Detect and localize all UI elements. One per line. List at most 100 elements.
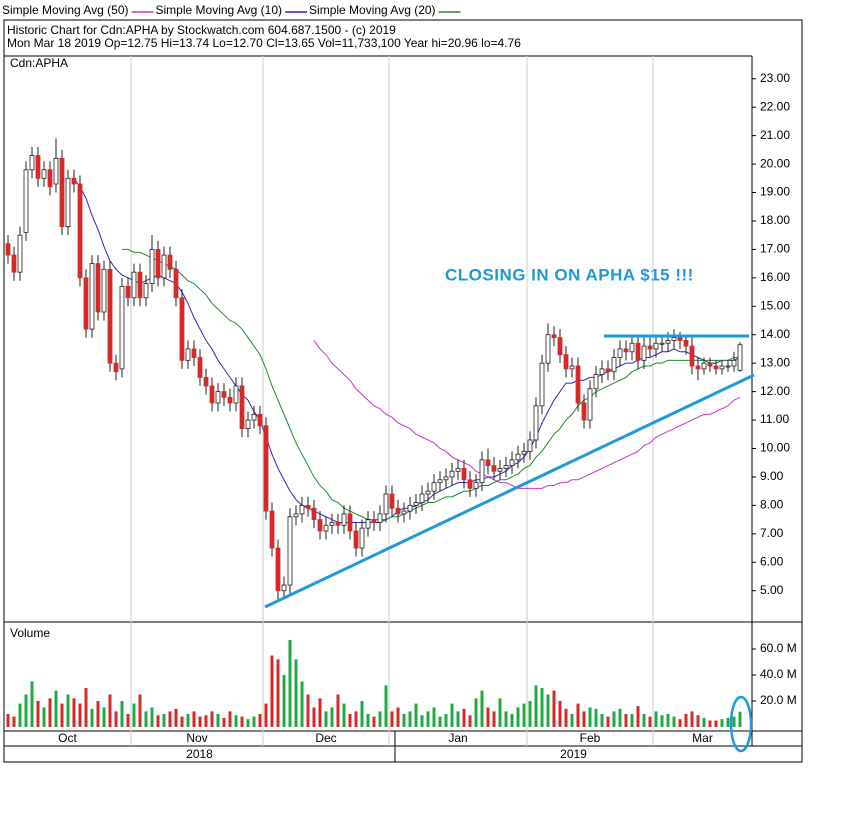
- candle-body: [641, 345, 647, 361]
- volume-bar: [36, 700, 40, 727]
- y-tick-label: 15.00: [760, 298, 790, 312]
- volume-bar: [432, 707, 436, 727]
- volume-bar: [612, 711, 616, 727]
- candle-body: [635, 342, 641, 361]
- y-tick-label: 6.00: [760, 554, 784, 568]
- volume-bar: [342, 703, 346, 727]
- volume-bar: [66, 694, 70, 727]
- volume-bar: [60, 703, 64, 727]
- volume-bar: [72, 698, 76, 727]
- candle-body: [449, 470, 455, 478]
- volume-bar: [576, 703, 580, 727]
- volume-bar: [312, 707, 316, 727]
- volume-bar: [144, 711, 148, 727]
- volume-bar: [738, 711, 742, 727]
- volume-bar: [636, 706, 640, 727]
- volume-bar: [510, 713, 514, 727]
- candle-body: [155, 249, 161, 279]
- y-tick-label: 12.00: [760, 384, 790, 398]
- volume-bar: [570, 713, 574, 727]
- volume-bar: [708, 720, 712, 727]
- volume-bar: [552, 690, 556, 727]
- candle-body: [107, 268, 113, 364]
- candle-body: [527, 439, 533, 452]
- x-tick-label: Nov: [186, 731, 207, 745]
- y-tick-label: 11.00: [760, 412, 789, 426]
- volume-bar: [588, 707, 592, 727]
- volume-bar: [594, 708, 598, 727]
- candle-body: [551, 334, 557, 338]
- frame: [3, 19, 803, 763]
- candle-body: [575, 365, 581, 404]
- volume-bar: [390, 711, 394, 727]
- volume-bar: [720, 719, 724, 727]
- volume-bar: [276, 659, 280, 727]
- candle-body: [425, 490, 431, 495]
- candle-body: [695, 365, 701, 370]
- candle-body: [227, 396, 233, 404]
- volume-bar: [258, 713, 262, 727]
- moving-average: [122, 248, 740, 521]
- x-tick-label: Mar: [692, 731, 713, 745]
- volume-bar: [324, 711, 328, 727]
- volume-bar: [210, 711, 214, 727]
- volume-bar: [606, 716, 610, 727]
- candle-body: [197, 357, 203, 378]
- volume-bar: [78, 703, 82, 727]
- volume-bar: [396, 707, 400, 727]
- volume-bar: [384, 685, 388, 727]
- volume-bar: [618, 708, 622, 727]
- y2-tick-label: 40.0 M: [760, 667, 797, 681]
- volume-bar: [630, 713, 634, 727]
- header-line: Historic Chart for Cdn:APHA by Stockwatc…: [7, 23, 396, 37]
- candle-body: [221, 391, 227, 398]
- volume-bar: [216, 713, 220, 727]
- candle-body: [713, 365, 719, 370]
- candle-body: [545, 334, 551, 364]
- x-tick-label: Feb: [580, 731, 601, 745]
- candle-body: [269, 510, 275, 549]
- candle-body: [203, 376, 209, 387]
- candle-body: [65, 177, 71, 228]
- candle-body: [209, 385, 215, 404]
- volume-bar: [624, 713, 628, 727]
- candle-body: [323, 524, 329, 532]
- volume-bar: [564, 708, 568, 727]
- candle-body: [305, 504, 311, 509]
- candle-body: [293, 513, 299, 518]
- moving-average: [313, 340, 741, 489]
- volume-bar: [642, 713, 646, 727]
- candle-body: [173, 268, 179, 299]
- x-tick-label: Dec: [315, 731, 336, 745]
- volume-bar: [84, 687, 88, 727]
- candle-body: [335, 522, 341, 526]
- candle-body: [83, 277, 89, 330]
- candle-body: [593, 374, 599, 390]
- legend-label: Simple Moving Avg (50): [2, 3, 129, 17]
- volume-bar: [300, 681, 304, 727]
- candle-body: [689, 345, 695, 367]
- volume-bar: [234, 715, 238, 727]
- candle-body: [671, 337, 677, 341]
- candle-body: [41, 169, 47, 179]
- candle-body: [371, 519, 377, 523]
- volume-bar: [90, 708, 94, 727]
- volume-bar: [180, 716, 184, 727]
- candle-body: [599, 368, 605, 375]
- candle-body: [167, 254, 173, 270]
- volume-bar: [192, 711, 196, 727]
- volume-bar: [306, 694, 310, 727]
- volume-bar: [6, 713, 10, 727]
- volume-bar: [726, 717, 730, 727]
- candle-body: [59, 157, 65, 228]
- volume-bar: [174, 708, 178, 727]
- candle-body: [659, 342, 665, 345]
- y-tick-label: 21.00: [760, 128, 790, 142]
- volume-bar: [426, 711, 430, 727]
- candle-body: [437, 479, 443, 484]
- highlight-circle: [729, 695, 753, 753]
- candle-body: [101, 268, 107, 313]
- volume-bar: [126, 713, 130, 727]
- candle-body: [239, 385, 245, 429]
- symbol-label: Cdn:APHA: [10, 56, 68, 70]
